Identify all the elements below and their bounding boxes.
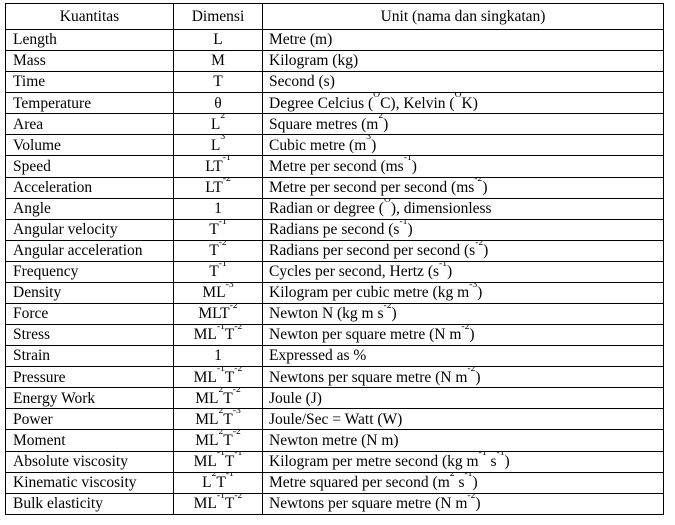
quantity-cell: Volume xyxy=(5,134,174,157)
quantity-cell: Kinematic viscosity xyxy=(5,471,174,494)
dimension-cell: ML2T-3 xyxy=(173,408,263,431)
dimension-cell: ML-1T-2 xyxy=(173,492,263,516)
dimension-cell: LT-2 xyxy=(173,176,263,199)
header-dimensi: Dimensi xyxy=(173,3,263,30)
unit-cell: Metre per second (ms-1) xyxy=(262,155,664,178)
dimension-cell: ML-1T-1 xyxy=(173,450,263,473)
dimension-cell: 1 xyxy=(173,197,263,220)
quantity-cell: Speed xyxy=(5,155,174,178)
table-row: Kinematic viscosity L2T-1 Metre squared pe… xyxy=(5,471,664,494)
table-row: Angle 1 Radian or degree (O), dimensionles… xyxy=(5,197,664,220)
unit-cell: Square metres (m2) xyxy=(262,113,664,136)
dimension-cell: θ xyxy=(173,92,263,115)
dimension-cell: LT-1 xyxy=(173,155,263,178)
table-row: Strain 1 Expressed as % xyxy=(5,345,664,368)
dimension-cell: ML-1T-2 xyxy=(173,324,263,347)
table-row: Density ML-3 Kilogram per cubic metre (kg … xyxy=(5,281,664,305)
table-row: Force MLT-2 Newton N (kg m s-2) xyxy=(5,303,664,326)
table-row: Acceleration LT-2 Metre per second per sec… xyxy=(5,176,664,199)
dimensions-units-table: Kuantitas Dimensi Unit (nama dan singkat… xyxy=(5,3,664,516)
unit-cell: Cubic metre (m3) xyxy=(262,134,664,157)
unit-cell: Radians per second per second (s-2) xyxy=(262,239,664,262)
dimension-cell: L3 xyxy=(173,134,263,157)
dimension-cell: T-1 xyxy=(173,260,263,283)
dimension-cell: T xyxy=(173,71,263,94)
quantity-cell: Force xyxy=(5,303,174,326)
unit-cell: Metre squared per second (m2 s-1) xyxy=(262,471,664,494)
table-row: Frequency T-1 Cycles per second, Hertz (s-… xyxy=(5,260,664,283)
dimension-cell: L xyxy=(173,28,263,52)
quantity-cell: Mass xyxy=(5,50,174,73)
unit-cell: Newton metre (N m) xyxy=(262,429,664,452)
table-row: Area L2 Square metres (m2) xyxy=(5,113,664,136)
quantity-cell: Angular velocity xyxy=(5,218,174,241)
table-row: Bulk elasticity ML-1T-2 Newtons per square… xyxy=(5,492,664,516)
dimension-cell: M xyxy=(173,50,263,73)
header-kuantitas: Kuantitas xyxy=(5,3,174,30)
unit-cell: Cycles per second, Hertz (s-1) xyxy=(262,260,664,283)
table-row: Stress ML-1T-2 Newton per square metre (N … xyxy=(5,324,664,347)
unit-cell: Radian or degree (O), dimensionless xyxy=(262,197,664,220)
quantity-cell: Angle xyxy=(5,197,174,220)
table-header: Kuantitas Dimensi Unit (nama dan singkat… xyxy=(5,3,664,30)
dimension-cell: ML2T-2 xyxy=(173,429,263,452)
table-row: Length L Metre (m) xyxy=(5,28,664,52)
unit-cell: Degree Celcius (OC), Kelvin (OK) xyxy=(262,92,664,115)
quantity-cell: Length xyxy=(5,28,174,52)
quantity-cell: Density xyxy=(5,281,174,305)
table-row: Angular acceleration T-2 Radians per secon… xyxy=(5,239,664,262)
unit-cell: Second (s) xyxy=(262,71,664,94)
dimension-cell: 1 xyxy=(173,345,263,368)
dimension-cell: L2 xyxy=(173,113,263,136)
quantity-cell: Angular acceleration xyxy=(5,239,174,262)
table-body: Length L Metre (m) Mass M Kilogram (kg) Time T S… xyxy=(5,28,664,516)
quantity-cell: Moment xyxy=(5,429,174,452)
unit-cell: Joule (J) xyxy=(262,387,664,410)
quantity-cell: Area xyxy=(5,113,174,136)
table-row: Speed LT-1 Metre per second (ms-1) xyxy=(5,155,664,178)
table-row: Temperature θ Degree Celcius (OC), Kelvin … xyxy=(5,92,664,115)
unit-cell: Metre per second per second (ms-2) xyxy=(262,176,664,199)
table-row: Volume L3 Cubic metre (m3) xyxy=(5,134,664,157)
table-row: Mass M Kilogram (kg) xyxy=(5,50,664,73)
dimension-cell: ML2T-2 xyxy=(173,387,263,410)
table-row: Moment ML2T-2 Newton metre (N m) xyxy=(5,429,664,452)
quantity-cell: Stress xyxy=(5,324,174,347)
table-row: Energy Work ML2T-2 Joule (J) xyxy=(5,387,664,410)
quantity-cell: Power xyxy=(5,408,174,431)
unit-cell: Joule/Sec = Watt (W) xyxy=(262,408,664,431)
unit-cell: Metre (m) xyxy=(262,28,664,52)
quantity-cell: Temperature xyxy=(5,92,174,115)
unit-cell: Newtons per square metre (N m-2) xyxy=(262,366,664,389)
quantity-cell: Time xyxy=(5,71,174,94)
dimension-cell: T-1 xyxy=(173,218,263,241)
quantity-cell: Strain xyxy=(5,345,174,368)
unit-cell: Newtons per square metre (N m-2) xyxy=(262,492,664,516)
quantity-cell: Pressure xyxy=(5,366,174,389)
table-row: Power ML2T-3 Joule/Sec = Watt (W) xyxy=(5,408,664,431)
dimension-cell: MLT-2 xyxy=(173,303,263,326)
unit-cell: Radians pe second (s-1) xyxy=(262,218,664,241)
header-row: Kuantitas Dimensi Unit (nama dan singkat… xyxy=(5,3,664,30)
table-row: Time T Second (s) xyxy=(5,71,664,94)
unit-cell: Expressed as % xyxy=(262,345,664,368)
table-row: Angular velocity T-1 Radians pe second (s-… xyxy=(5,218,664,241)
unit-cell: Newton N (kg m s-2) xyxy=(262,303,664,326)
dimension-cell: ML-3 xyxy=(173,281,263,305)
dimension-cell: ML-1T-2 xyxy=(173,366,263,389)
quantity-cell: Frequency xyxy=(5,260,174,283)
unit-cell: Newton per square metre (N m-2) xyxy=(262,324,664,347)
quantity-cell: Absolute viscosity xyxy=(5,450,174,473)
table-row: Absolute viscosity ML-1T-1 Kilogram per me… xyxy=(5,450,664,473)
unit-cell: Kilogram (kg) xyxy=(262,50,664,73)
dimension-cell: L2T-1 xyxy=(173,471,263,494)
quantity-cell: Bulk elasticity xyxy=(5,492,174,516)
quantity-cell: Acceleration xyxy=(5,176,174,199)
unit-cell: Kilogram per metre second (kg m-1 s-1) xyxy=(262,450,664,473)
unit-cell: Kilogram per cubic metre (kg m-3) xyxy=(262,281,664,305)
quantity-cell: Energy Work xyxy=(5,387,174,410)
header-unit: Unit (nama dan singkatan) xyxy=(262,3,664,30)
dimension-cell: T-2 xyxy=(173,239,263,262)
table-row: Pressure ML-1T-2 Newtons per square metre … xyxy=(5,366,664,389)
